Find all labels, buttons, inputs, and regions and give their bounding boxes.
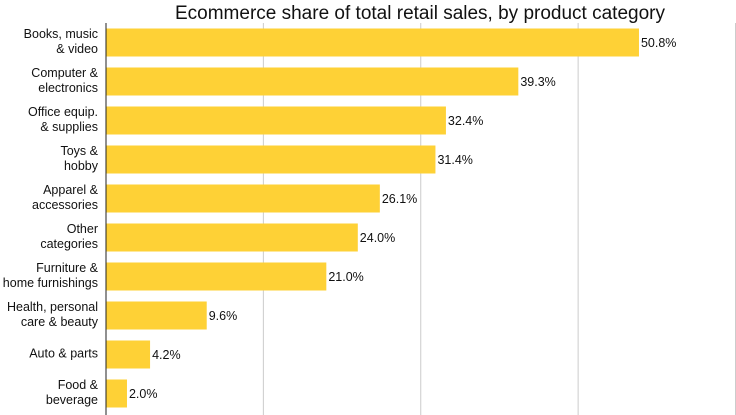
bar <box>106 145 436 174</box>
data-label: 9.6% <box>209 309 238 323</box>
data-label: 24.0% <box>360 231 395 245</box>
data-label: 50.8% <box>641 36 676 50</box>
y-tick-label: Books, music & video <box>24 27 98 56</box>
bar <box>106 28 639 57</box>
y-tick-label: Toys & hobby <box>60 144 98 173</box>
y-tick-label: Food & beverage <box>46 378 99 407</box>
data-label: 39.3% <box>520 75 555 89</box>
y-tick-label: Computer & electronics <box>31 66 98 95</box>
data-label: 32.4% <box>448 114 483 128</box>
data-label: 26.1% <box>382 192 417 206</box>
chart-title: Ecommerce share of total retail sales, b… <box>175 3 666 24</box>
data-label: 4.2% <box>152 348 181 362</box>
y-tick-label: Furniture & home furnishings <box>3 261 99 290</box>
bar <box>106 340 151 369</box>
bar <box>106 379 127 408</box>
data-label: 2.0% <box>129 387 158 401</box>
bar <box>106 223 358 252</box>
data-label: 21.0% <box>328 270 363 284</box>
data-label: 31.4% <box>437 153 472 167</box>
y-tick-label: Office equip. & supplies <box>28 105 98 134</box>
y-tick-label: Other categories <box>40 222 98 251</box>
bar <box>106 67 519 96</box>
y-tick-label: Apparel & accessories <box>32 183 99 212</box>
bar <box>106 262 327 291</box>
bar <box>106 301 207 330</box>
y-tick-label: Health, personal care & beauty <box>7 300 99 329</box>
bar <box>106 184 380 213</box>
bar <box>106 106 446 135</box>
y-tick-label: Auto & parts <box>29 347 98 361</box>
